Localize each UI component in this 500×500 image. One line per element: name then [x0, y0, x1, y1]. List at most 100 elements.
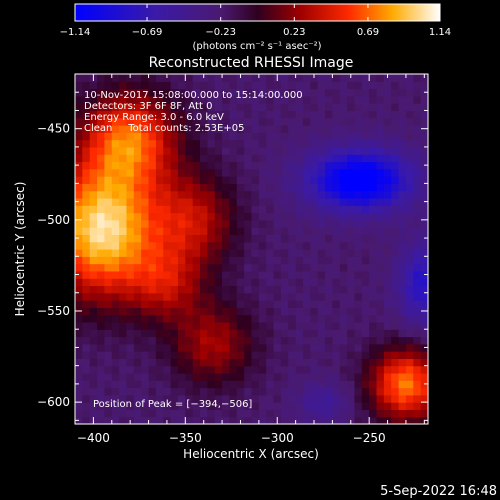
heatmap-cell — [383, 292, 392, 301]
heatmap-cell — [354, 278, 363, 287]
heatmap-cell — [222, 125, 231, 133]
heatmap-cell — [288, 176, 297, 184]
heatmap-cell — [332, 168, 341, 177]
heatmap-cell — [369, 278, 378, 287]
heatmap-cell — [405, 117, 414, 126]
heatmap-cell — [185, 256, 194, 265]
heatmap-cell — [347, 343, 356, 352]
heatmap-cell — [163, 176, 172, 184]
heatmap-cell — [339, 146, 348, 155]
heatmap-cell — [391, 270, 400, 279]
heatmap-cell — [325, 74, 333, 82]
heatmap-cell — [288, 154, 297, 163]
heatmap-cell — [236, 358, 245, 367]
heatmap-cell — [258, 168, 267, 177]
heatmap-cell — [192, 380, 201, 389]
heatmap-cell — [192, 227, 201, 236]
heatmap-cell — [229, 117, 238, 126]
heatmap-cell — [310, 139, 319, 148]
heatmap-cell — [273, 125, 282, 133]
heatmap-cell — [347, 409, 356, 418]
heatmap-cell — [376, 168, 385, 177]
heatmap-cell — [391, 132, 400, 141]
heatmap-cell — [251, 168, 260, 177]
heatmap-cell — [332, 197, 341, 206]
heatmap-cell — [258, 270, 267, 279]
heatmap-cell — [398, 103, 407, 112]
heatmap-cell — [163, 139, 172, 148]
heatmap-cell — [273, 336, 282, 345]
heatmap-cell — [119, 234, 128, 243]
heatmap-cell — [163, 292, 172, 301]
heatmap-cell — [361, 365, 370, 374]
heatmap-cell — [420, 227, 429, 236]
heatmap-cell — [155, 263, 164, 272]
heatmap-cell — [361, 402, 370, 411]
heatmap-cell — [141, 234, 150, 243]
heatmap-cell — [244, 205, 253, 214]
heatmap-cell — [369, 358, 378, 367]
heatmap-cell — [332, 74, 341, 82]
heatmap-cell — [192, 190, 201, 199]
heatmap-cell — [420, 351, 429, 359]
heatmap-cell — [273, 380, 282, 389]
heatmap-cell — [413, 343, 422, 352]
heatmap-cell — [391, 190, 400, 199]
heatmap-cell — [75, 146, 83, 155]
heatmap-cell — [170, 81, 179, 90]
heatmap-cell — [398, 183, 407, 192]
heatmap-cell — [89, 234, 98, 243]
heatmap-cell — [82, 285, 91, 294]
heatmap-cell — [89, 241, 98, 250]
heatmap-cell — [325, 103, 333, 112]
heatmap-cell — [82, 336, 91, 345]
heatmap-cell — [354, 329, 363, 338]
heatmap-cell — [192, 372, 201, 381]
heatmap-cell — [317, 234, 326, 243]
heatmap-cell — [89, 197, 98, 206]
heatmap-cell — [295, 227, 304, 236]
heatmap-cell — [273, 387, 282, 396]
heatmap-cell — [258, 125, 267, 133]
heatmap-cell — [383, 372, 392, 381]
heatmap-cell — [170, 263, 179, 272]
heatmap-cell — [405, 402, 414, 411]
heatmap-cell — [111, 307, 120, 316]
heatmap-cell — [104, 292, 113, 301]
heatmap-cell — [280, 132, 289, 141]
heatmap-cell — [405, 263, 414, 272]
heatmap-cell — [148, 343, 157, 352]
heatmap-cell — [288, 365, 297, 374]
heatmap-cell — [391, 81, 400, 90]
footer-date: 5-Sep-2022 16:48 — [380, 484, 497, 499]
heatmap-cell — [317, 103, 326, 112]
heatmap-cell — [317, 125, 326, 133]
heatmap-cell — [192, 161, 201, 170]
heatmap-cell — [369, 380, 378, 389]
heatmap-cell — [280, 110, 289, 119]
heatmap-cell — [405, 168, 414, 177]
heatmap-cell — [273, 278, 282, 287]
heatmap-cell — [405, 227, 414, 236]
heatmap-cell — [155, 409, 164, 418]
colorbar-tick-label: −0.23 — [205, 27, 236, 38]
heatmap-cell — [361, 81, 370, 90]
heatmap-cell — [163, 278, 172, 287]
heatmap-cell — [251, 278, 260, 287]
heatmap-cell — [75, 321, 83, 330]
heatmap-cell — [376, 197, 385, 206]
heatmap-cell — [302, 110, 311, 119]
heatmap-cell — [405, 314, 414, 323]
heatmap-cell — [376, 336, 385, 345]
heatmap-cell — [126, 270, 135, 279]
heatmap-cell — [280, 197, 289, 206]
heatmap-cell — [82, 125, 91, 133]
heatmap-cell — [200, 285, 208, 294]
heatmap-cell — [339, 117, 348, 126]
heatmap-cell — [258, 394, 267, 403]
heatmap-cell — [163, 103, 172, 112]
heatmap-cell — [244, 168, 253, 177]
heatmap-cell — [317, 329, 326, 338]
heatmap-cell — [75, 351, 83, 359]
heatmap-cell — [126, 227, 135, 236]
